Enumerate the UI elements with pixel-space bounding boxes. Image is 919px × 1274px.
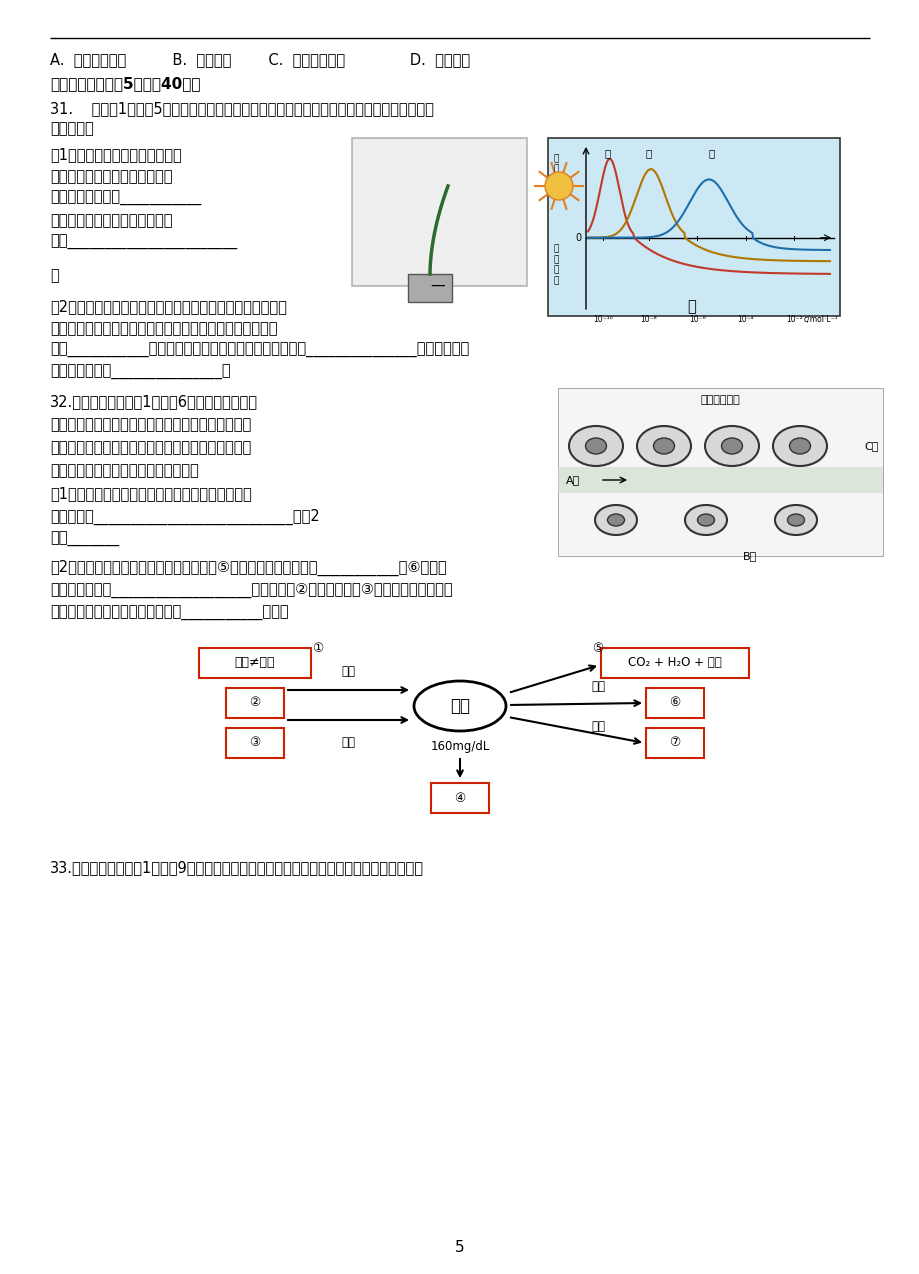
Text: 物质主要存在于___________________细胞。促进②分解为血糖和③转变为血糖的激素有: 物质主要存在于___________________细胞。促进②分解为血糖和③转… bbox=[50, 583, 452, 599]
Text: 5: 5 bbox=[455, 1241, 464, 1255]
Text: 受光刺激的部位是___________: 受光刺激的部位是___________ bbox=[50, 191, 201, 206]
Text: 转化: 转化 bbox=[590, 720, 605, 733]
Text: 分）_______: 分）_______ bbox=[50, 533, 119, 547]
Bar bbox=[558, 389, 882, 555]
Bar bbox=[352, 138, 527, 285]
Text: 脑脊组织细胞: 脑脊组织细胞 bbox=[699, 395, 739, 405]
Text: 10⁻⁸: 10⁻⁸ bbox=[640, 315, 656, 324]
Ellipse shape bbox=[720, 438, 742, 454]
Ellipse shape bbox=[414, 682, 505, 731]
Text: 合成: 合成 bbox=[590, 679, 605, 693]
Text: ⑤: ⑤ bbox=[592, 642, 603, 655]
Text: 图解可以看出不同器官对生长素的灵敏度不同，反应最灵敏: 图解可以看出不同器官对生长素的灵敏度不同，反应最灵敏 bbox=[50, 321, 278, 336]
Text: 二、非选择题（共5小题，40分）: 二、非选择题（共5小题，40分） bbox=[50, 76, 200, 90]
Text: 茎: 茎 bbox=[708, 148, 714, 158]
Text: 根: 根 bbox=[604, 148, 610, 158]
Text: ⑥: ⑥ bbox=[669, 697, 680, 710]
Ellipse shape bbox=[787, 513, 803, 526]
Ellipse shape bbox=[607, 513, 624, 526]
Text: 33.（除标注外，每空1分，共9分）右下图为人体反射弧模式图。结合图解回答下面的问题。: 33.（除标注外，每空1分，共9分）右下图为人体反射弧模式图。结合图解回答下面的… bbox=[50, 860, 424, 875]
Text: ，在血糖调节过程中，它们表现为___________作用。: ，在血糖调节过程中，它们表现为___________作用。 bbox=[50, 606, 289, 620]
Text: 10⁻⁴: 10⁻⁴ bbox=[737, 315, 754, 324]
Ellipse shape bbox=[544, 172, 573, 200]
Text: 面的问题：: 面的问题： bbox=[50, 121, 94, 136]
Bar bbox=[600, 648, 748, 678]
Ellipse shape bbox=[789, 438, 810, 454]
Text: 是人体完成各项生命活动的必要条件。右图为人体某: 是人体完成各项生命活动的必要条件。右图为人体某 bbox=[50, 440, 251, 455]
Text: （1）用箭头和图中字母表示出内环境组成部分三者: （1）用箭头和图中字母表示出内环境组成部分三者 bbox=[50, 485, 252, 501]
Text: 32.（除标注外，每空1分，共6分）内环境是人体: 32.（除标注外，每空1分，共6分）内环境是人体 bbox=[50, 394, 257, 409]
Text: 31.    （每空1分，共5分）下图一是生长素发现的燕麦向光性实验的图解，请根据图解回答下: 31. （每空1分，共5分）下图一是生长素发现的燕麦向光性实验的图解，请根据图解… bbox=[50, 101, 434, 116]
Text: 抑
制
生
长: 抑 制 生 长 bbox=[553, 245, 559, 285]
Text: A液: A液 bbox=[565, 475, 580, 485]
Text: ⑦: ⑦ bbox=[669, 736, 680, 749]
Text: 的是___________。从图解还可以看出生长素的主要作用是_______________，这种作用的: 的是___________。从图解还可以看出生长素的主要作用是_________… bbox=[50, 343, 469, 358]
Text: 食糖≠糖类: 食糖≠糖类 bbox=[234, 656, 275, 670]
Text: 血糖: 血糖 bbox=[449, 697, 470, 715]
Text: （2）图二是同一植株不同器官对生长素浓度的反应图解，从: （2）图二是同一植株不同器官对生长素浓度的反应图解，从 bbox=[50, 299, 287, 313]
Bar bbox=[199, 648, 311, 678]
Text: 。: 。 bbox=[50, 268, 59, 283]
Text: 细胞生活的直接环境，内环境维持相对稳定的状态，: 细胞生活的直接环境，内环境维持相对稳定的状态， bbox=[50, 417, 251, 432]
Text: c/mol·L⁻¹: c/mol·L⁻¹ bbox=[802, 315, 837, 324]
Text: ③: ③ bbox=[249, 736, 260, 749]
Text: ④: ④ bbox=[454, 791, 465, 804]
Ellipse shape bbox=[774, 505, 816, 535]
Ellipse shape bbox=[636, 426, 690, 466]
Text: B液: B液 bbox=[742, 550, 756, 561]
Ellipse shape bbox=[704, 426, 758, 466]
Bar bbox=[558, 468, 882, 493]
Ellipse shape bbox=[595, 505, 636, 535]
Text: C液: C液 bbox=[864, 441, 878, 451]
Text: 芽: 芽 bbox=[645, 148, 652, 158]
Text: 促
进
生
长: 促 进 生 长 bbox=[553, 154, 559, 194]
Ellipse shape bbox=[697, 513, 714, 526]
Bar bbox=[407, 274, 451, 302]
Bar bbox=[226, 727, 284, 758]
Bar bbox=[226, 688, 284, 719]
Text: 10⁻⁶: 10⁻⁶ bbox=[688, 315, 705, 324]
Text: ①: ① bbox=[312, 642, 323, 655]
Text: （2）下图表示人体血糖来源和去路，图中⑤过程进行的主要场所是___________；⑥代表的: （2）下图表示人体血糖来源和去路，图中⑤过程进行的主要场所是__________… bbox=[50, 561, 447, 576]
Text: （1）图一显示燕麦胚芽鞘在单测: （1）图一显示燕麦胚芽鞘在单测 bbox=[50, 147, 182, 162]
Ellipse shape bbox=[568, 426, 622, 466]
Text: 因是_______________________: 因是_______________________ bbox=[50, 234, 237, 250]
Text: 二: 二 bbox=[686, 299, 696, 313]
Text: 一个明显特点是_______________。: 一个明显特点是_______________。 bbox=[50, 364, 231, 380]
Text: 组织的示意图，请据图回答下列问题：: 组织的示意图，请据图回答下列问题： bbox=[50, 462, 199, 478]
Bar bbox=[548, 138, 839, 316]
Text: 分解: 分解 bbox=[341, 665, 355, 678]
Text: 转变: 转变 bbox=[341, 736, 355, 749]
Text: A.  潜在使用价值          B.  直接价值        C.  间接使用价值              D.  生态价值: A. 潜在使用价值 B. 直接价值 C. 间接使用价值 D. 生态价值 bbox=[50, 52, 470, 68]
Ellipse shape bbox=[685, 505, 726, 535]
Text: ②: ② bbox=[249, 697, 260, 710]
Text: CO₂ + H₂O + 能量: CO₂ + H₂O + 能量 bbox=[628, 656, 721, 670]
Text: 之间的关系___________________________。（2: 之间的关系___________________________。（2 bbox=[50, 510, 320, 525]
Bar bbox=[645, 727, 703, 758]
Ellipse shape bbox=[584, 438, 606, 454]
Text: ，导致胚芽鞘向光弯曲生长的原: ，导致胚芽鞘向光弯曲生长的原 bbox=[50, 213, 173, 228]
Ellipse shape bbox=[772, 426, 826, 466]
Text: —: — bbox=[430, 278, 445, 293]
Text: 10⁻²: 10⁻² bbox=[785, 315, 801, 324]
Text: 10⁻¹⁰: 10⁻¹⁰ bbox=[593, 315, 612, 324]
Text: 光下的向光弯曲生长，胚芽鞘感: 光下的向光弯曲生长，胚芽鞘感 bbox=[50, 169, 173, 183]
Bar bbox=[430, 784, 489, 813]
Text: 0: 0 bbox=[575, 233, 582, 242]
Bar bbox=[645, 688, 703, 719]
Ellipse shape bbox=[652, 438, 674, 454]
Text: 160mg/dL: 160mg/dL bbox=[430, 740, 489, 753]
